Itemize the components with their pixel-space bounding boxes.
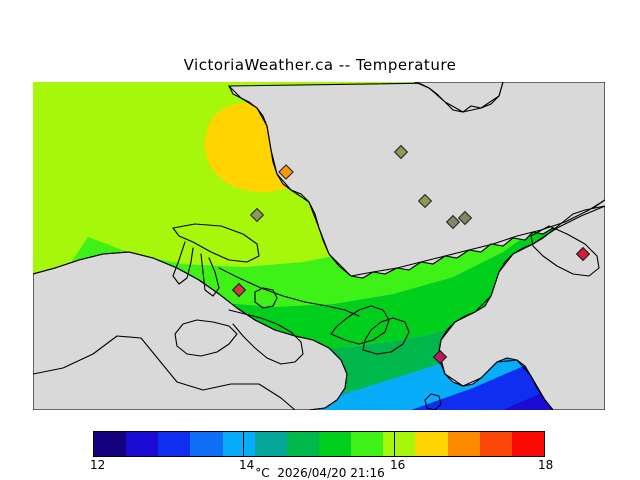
coast-inlet-se	[330, 305, 390, 345]
coast-east-tip	[530, 225, 600, 277]
station-marker[interactable]	[231, 282, 247, 298]
temperature-map-plot	[33, 82, 605, 410]
colorbar-segment-8	[351, 432, 384, 456]
coast-inlet-finger-b	[200, 253, 220, 297]
station-markers	[231, 144, 591, 365]
coast-small-lake	[254, 287, 278, 309]
colorbar-segment-9	[383, 432, 416, 456]
coastlines	[33, 82, 605, 410]
colorbar-segment-4	[222, 432, 255, 456]
coast-bay-a	[228, 309, 304, 365]
colorbar-segment-10	[415, 432, 448, 456]
colorbar-label-mid1: 14	[239, 458, 255, 472]
station-marker[interactable]	[432, 349, 448, 365]
colorbar-tick-16	[394, 431, 395, 457]
colorbar-label-min: 12	[90, 458, 106, 472]
colorbar	[93, 431, 545, 457]
station-marker[interactable]	[457, 210, 473, 226]
coast-north-notch	[414, 82, 504, 113]
colorbar-segment-6	[286, 432, 319, 456]
colorbar-segment-11	[447, 432, 480, 456]
coast-central-island	[33, 251, 348, 410]
colorbar-strip	[93, 431, 545, 457]
station-marker[interactable]	[278, 164, 294, 180]
station-marker[interactable]	[249, 207, 265, 223]
colorbar-units-caption: °C 2026/04/20 21:16	[255, 466, 385, 480]
coast-north-shore	[228, 85, 605, 277]
colorbar-label-max: 18	[538, 458, 554, 472]
contour-map-svg	[33, 82, 605, 410]
coast-south-shore	[33, 335, 296, 410]
station-marker[interactable]	[393, 144, 409, 160]
station-marker[interactable]	[445, 214, 461, 230]
station-marker[interactable]	[575, 246, 591, 262]
page-title: VictoriaWeather.ca -- Temperature	[183, 56, 457, 74]
colorbar-segment-7	[318, 432, 352, 456]
colorbar-segment-2	[158, 432, 191, 456]
land-mask	[33, 82, 605, 410]
colorbar-segment-1	[126, 432, 159, 456]
colorbar-label-mid2: 16	[390, 458, 406, 472]
colorbar-segment-0	[94, 432, 127, 456]
coast-south-islet	[424, 393, 442, 410]
coast-inlet-finger-a	[172, 241, 194, 285]
coast-harbour	[174, 319, 238, 357]
coast-narrow-channel	[218, 267, 360, 317]
colorbar-tick-14	[243, 431, 244, 457]
colorbar-segment-12	[479, 432, 512, 456]
station-marker[interactable]	[417, 193, 433, 209]
colorbar-segment-13	[511, 432, 544, 456]
coast-inlet-west	[172, 223, 260, 263]
coast-bay-islands	[362, 317, 410, 355]
colorbar-segment-3	[190, 432, 223, 456]
colorbar-segment-5	[254, 432, 287, 456]
